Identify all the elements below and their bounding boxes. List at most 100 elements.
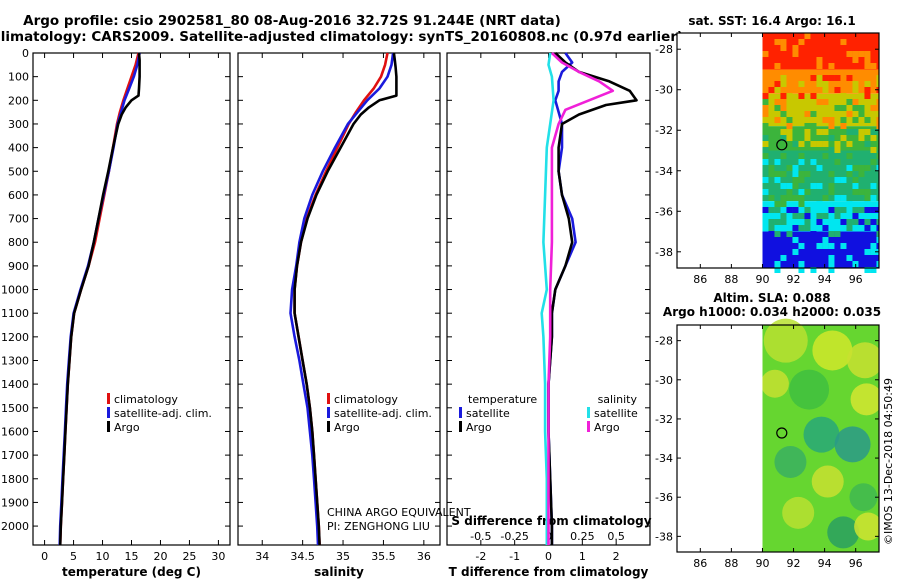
x-tick-label: 25 <box>182 550 196 563</box>
x-tick-label: 88 <box>724 557 738 570</box>
plot-frame <box>237 52 441 546</box>
y-tick-label: -32 <box>655 124 673 137</box>
sst-pixel <box>780 45 787 51</box>
temperature-panel: 0100200300400500600700800900100011001200… <box>1 47 231 579</box>
map-mask <box>879 323 891 554</box>
x-tick-label: -2 <box>475 550 486 563</box>
sst-pixel <box>762 135 769 141</box>
sst-pixel <box>864 117 871 123</box>
sst-pixel <box>762 159 769 165</box>
sst-pixel <box>786 129 793 135</box>
sst-pixel <box>810 93 817 99</box>
y-tick-label: 900 <box>8 260 29 273</box>
sst-pixel <box>762 207 769 213</box>
sst-pixel <box>840 39 847 45</box>
sst-pixel <box>840 219 847 225</box>
sst-pixel <box>828 231 835 237</box>
sst-pixel <box>870 183 877 189</box>
y-tick-label: 1600 <box>1 425 29 438</box>
sst-pixel <box>798 81 805 87</box>
sst-pixel <box>828 75 835 81</box>
sst-pixel <box>864 201 871 207</box>
sst-pixel <box>786 183 793 189</box>
x2-tick-label: -0.5 <box>470 530 491 543</box>
sst-pixel <box>834 177 841 183</box>
sst-pixel <box>864 129 871 135</box>
sst-pixel <box>768 87 775 93</box>
sst-pixel <box>846 75 853 81</box>
x-tick-label: 10 <box>96 550 110 563</box>
sst-pixel <box>870 207 877 213</box>
sst-pixel <box>810 267 817 273</box>
sst-pixel <box>834 105 841 111</box>
y-tick-label: -38 <box>655 530 673 543</box>
legend-label-t-argo: Argo <box>466 421 492 434</box>
sst-pixel <box>822 153 829 159</box>
sst-pixel <box>816 141 823 147</box>
legend-label-satellite: satellite-adj. clim. <box>334 407 432 420</box>
sla-anomaly <box>834 426 871 463</box>
x-tick-label: 86 <box>693 273 707 286</box>
sla-anomaly <box>812 330 853 371</box>
sst-pixel <box>774 177 781 183</box>
sla-anomaly <box>850 383 883 416</box>
y-tick-label: -32 <box>655 413 673 426</box>
sst-pixel <box>846 111 853 117</box>
sst-pixel <box>786 207 793 213</box>
sst-pixel <box>792 207 799 213</box>
sst-pixel <box>834 159 841 165</box>
sla-anomaly <box>854 512 883 541</box>
sst-pixel <box>762 51 769 57</box>
sst-pixel <box>792 237 799 243</box>
sst-pixel <box>828 123 835 129</box>
sst-pixel <box>822 87 829 93</box>
sst-pixel <box>792 165 799 171</box>
legend-group-salinity: salinity <box>598 393 638 406</box>
sst-pixel <box>810 183 817 189</box>
sst-pixel <box>846 153 853 159</box>
x-tick-label: 90 <box>755 557 769 570</box>
sst-pixel <box>828 267 835 273</box>
sst-pixel <box>774 87 781 93</box>
sst-pixel <box>816 183 823 189</box>
legend-swatch-t-satellite <box>459 407 462 418</box>
map-nodata <box>677 33 763 268</box>
sst-pixel <box>780 39 787 45</box>
sst-pixel <box>774 171 781 177</box>
legend-swatch-climatology <box>107 393 110 404</box>
x-tick-label: 96 <box>849 557 863 570</box>
sst-pixel <box>792 183 799 189</box>
sst-pixel <box>768 219 775 225</box>
sst-pixel <box>804 213 811 219</box>
series-argo <box>58 52 141 546</box>
sst-pixel <box>798 213 805 219</box>
x-tick-label: 34.5 <box>290 550 315 563</box>
sst-pixel <box>786 93 793 99</box>
y-tick-label: 1200 <box>1 331 29 344</box>
sst-pixel <box>870 159 877 165</box>
sst-pixel <box>840 243 847 249</box>
sst-pixel <box>846 165 853 171</box>
x-axis-label: T difference from climatology <box>449 565 649 579</box>
sst-pixel <box>780 135 787 141</box>
sst-pixel <box>774 159 781 165</box>
legend-swatch-s-argo <box>587 421 590 432</box>
sst-pixel <box>870 219 877 225</box>
sst-pixel <box>792 45 799 51</box>
sst-pixel <box>792 141 799 147</box>
sst-pixel <box>810 123 817 129</box>
sst-pixel <box>810 111 817 117</box>
sst-pixel <box>816 63 823 69</box>
sst-pixel <box>834 147 841 153</box>
sst-pixel <box>774 207 781 213</box>
y-tick-label: 800 <box>8 236 29 249</box>
sst-pixel <box>852 177 859 183</box>
sst-pixel <box>840 93 847 99</box>
sst-pixel <box>774 117 781 123</box>
x-axis-label: salinity <box>314 565 364 579</box>
legend-label-s-argo: Argo <box>594 421 620 434</box>
sst-pixel <box>828 63 835 69</box>
sst-pixel <box>822 117 829 123</box>
y-tick-label: 300 <box>8 118 29 131</box>
sst-pixel <box>792 213 799 219</box>
